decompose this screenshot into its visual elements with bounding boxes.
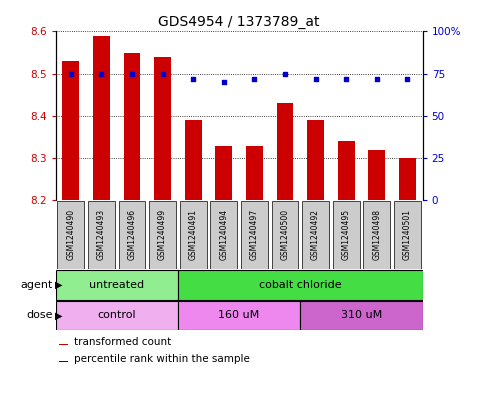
Bar xyxy=(59,361,69,362)
Text: GSM1240491: GSM1240491 xyxy=(189,209,198,260)
Point xyxy=(220,79,227,85)
Bar xyxy=(300,301,423,329)
Bar xyxy=(178,270,423,300)
Bar xyxy=(59,344,69,345)
Text: GSM1240494: GSM1240494 xyxy=(219,209,228,261)
Bar xyxy=(180,201,207,268)
Text: GSM1240500: GSM1240500 xyxy=(281,209,289,261)
Bar xyxy=(210,201,237,268)
Text: GSM1240495: GSM1240495 xyxy=(341,209,351,261)
Point xyxy=(251,75,258,82)
Bar xyxy=(363,201,390,268)
Point xyxy=(67,70,75,77)
Title: GDS4954 / 1373789_at: GDS4954 / 1373789_at xyxy=(158,15,320,29)
Text: agent: agent xyxy=(21,280,53,290)
Bar xyxy=(154,57,171,200)
Bar xyxy=(399,158,416,200)
Bar xyxy=(307,120,324,200)
Bar xyxy=(277,103,293,200)
Text: GSM1240492: GSM1240492 xyxy=(311,209,320,260)
Bar xyxy=(93,36,110,200)
Text: cobalt chloride: cobalt chloride xyxy=(259,280,341,290)
Text: GSM1240499: GSM1240499 xyxy=(158,209,167,261)
Bar xyxy=(56,270,178,300)
Point xyxy=(128,70,136,77)
Text: 310 uM: 310 uM xyxy=(341,310,382,320)
Bar xyxy=(271,201,298,268)
Bar xyxy=(62,61,79,200)
Bar xyxy=(394,201,421,268)
Bar xyxy=(178,301,300,329)
Bar xyxy=(369,150,385,200)
Point xyxy=(373,75,381,82)
Text: GSM1240498: GSM1240498 xyxy=(372,209,381,260)
Bar xyxy=(149,201,176,268)
Text: GSM1240490: GSM1240490 xyxy=(66,209,75,261)
Text: GSM1240497: GSM1240497 xyxy=(250,209,259,261)
Bar xyxy=(302,201,329,268)
Text: 160 uM: 160 uM xyxy=(218,310,260,320)
Bar xyxy=(241,201,268,268)
Bar xyxy=(185,120,201,200)
Bar xyxy=(124,53,141,200)
Point xyxy=(312,75,319,82)
Bar xyxy=(338,141,355,200)
Point xyxy=(189,75,197,82)
Text: GSM1240493: GSM1240493 xyxy=(97,209,106,261)
Bar xyxy=(56,301,178,329)
Text: control: control xyxy=(98,310,136,320)
Point xyxy=(159,70,167,77)
Point xyxy=(281,70,289,77)
Text: ▶: ▶ xyxy=(55,310,63,320)
Text: dose: dose xyxy=(27,310,53,320)
Text: GSM1240496: GSM1240496 xyxy=(128,209,137,261)
Text: ▶: ▶ xyxy=(55,280,63,290)
Text: transformed count: transformed count xyxy=(74,337,171,347)
Bar xyxy=(215,145,232,200)
Point xyxy=(98,70,105,77)
Bar xyxy=(118,201,145,268)
Text: untreated: untreated xyxy=(89,280,144,290)
Bar xyxy=(57,201,85,268)
Bar xyxy=(333,201,360,268)
Bar xyxy=(246,145,263,200)
Text: percentile rank within the sample: percentile rank within the sample xyxy=(74,354,250,364)
Point xyxy=(342,75,350,82)
Bar xyxy=(88,201,115,268)
Point xyxy=(403,75,411,82)
Text: GSM1240501: GSM1240501 xyxy=(403,209,412,260)
